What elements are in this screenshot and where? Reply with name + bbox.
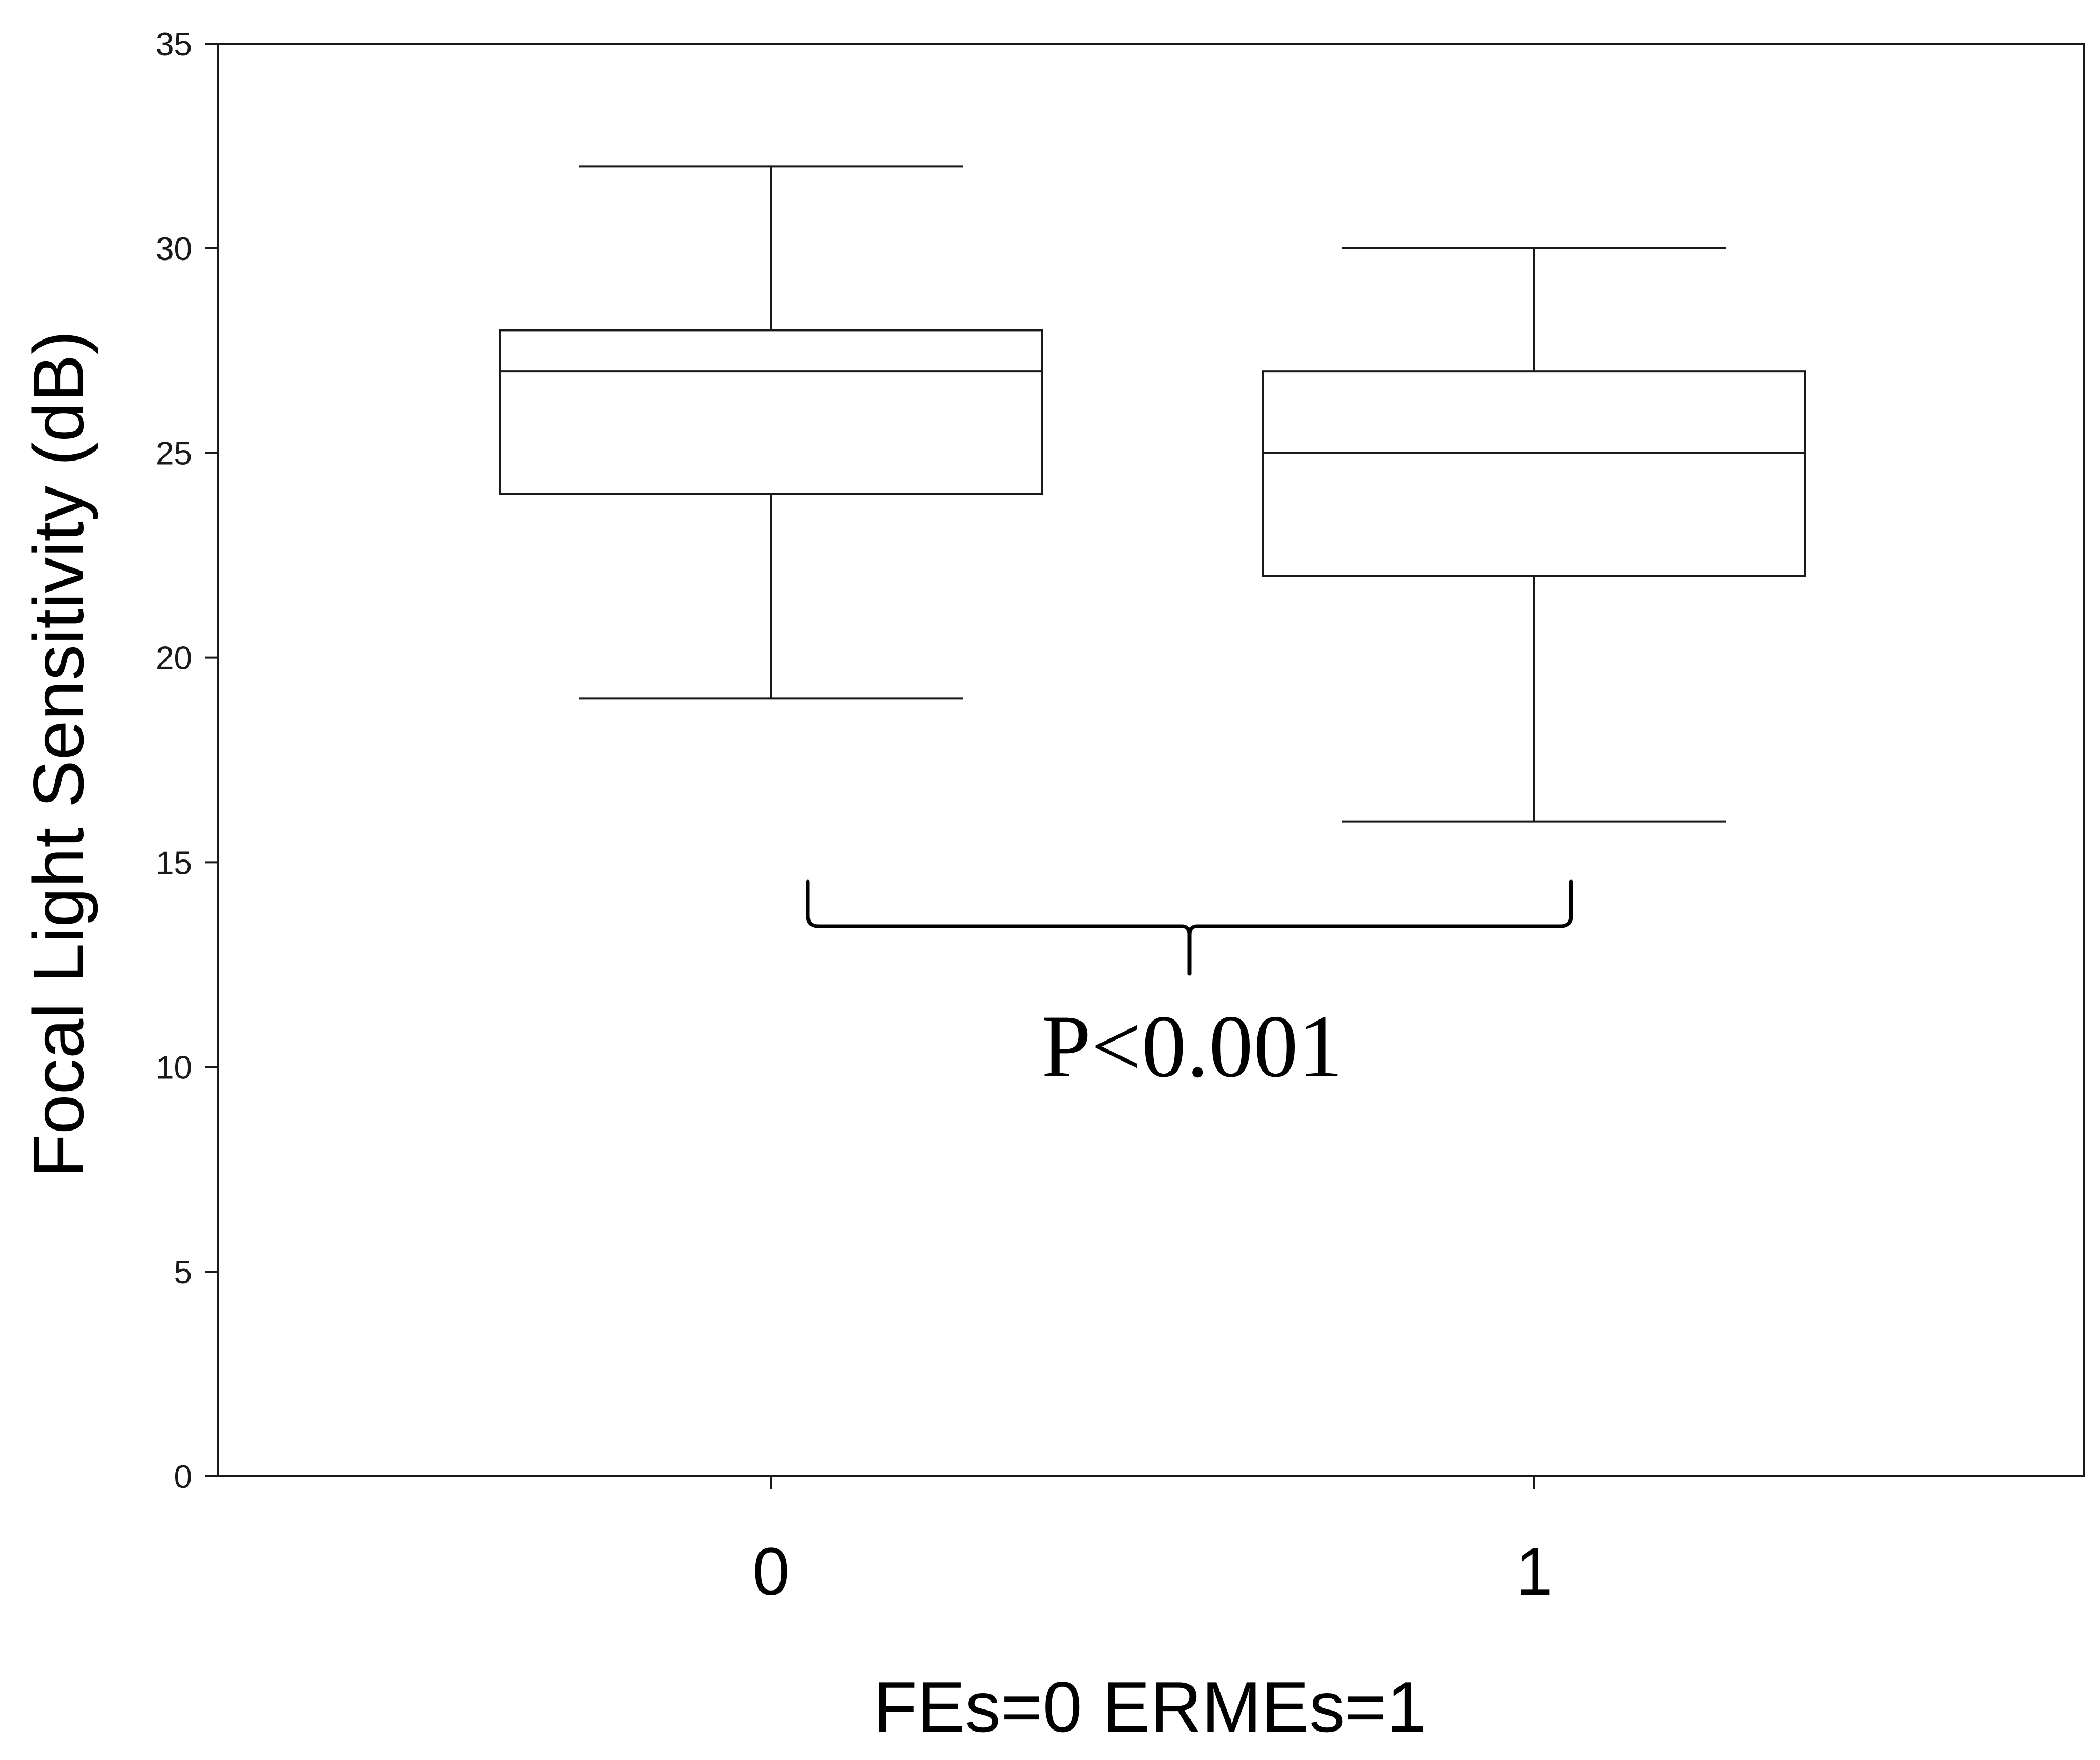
y-tick-label: 15 <box>156 845 192 881</box>
box-1 <box>1262 247 1806 823</box>
y-axis-title: Focal Light Sensitivity (dB) <box>18 331 98 1178</box>
significance-annotation: P<0.001 <box>806 879 1573 1096</box>
p-value-label: P<0.001 <box>1042 997 1343 1096</box>
box-0 <box>499 165 1043 700</box>
y-tick-label: 30 <box>156 231 192 267</box>
x-tick-label: 1 <box>1515 1534 1553 1609</box>
y-tick-label: 5 <box>174 1254 192 1291</box>
y-tick-label: 20 <box>156 641 192 677</box>
iqr-box <box>499 329 1043 495</box>
y-axis: 0 5 10 15 20 25 30 35 <box>156 26 218 1495</box>
iqr-box <box>1262 370 1806 577</box>
significance-bracket <box>806 879 1573 976</box>
y-tick-label: 10 <box>156 1049 192 1086</box>
x-axis-title: FEs=0 ERMEs=1 <box>874 1667 1427 1747</box>
y-tick-label: 35 <box>156 26 192 63</box>
x-tick-label: 0 <box>752 1534 789 1609</box>
y-tick-label: 25 <box>156 436 192 472</box>
boxes <box>499 165 1806 823</box>
plot-frame <box>217 43 2085 1477</box>
y-tick-label: 0 <box>174 1459 192 1495</box>
